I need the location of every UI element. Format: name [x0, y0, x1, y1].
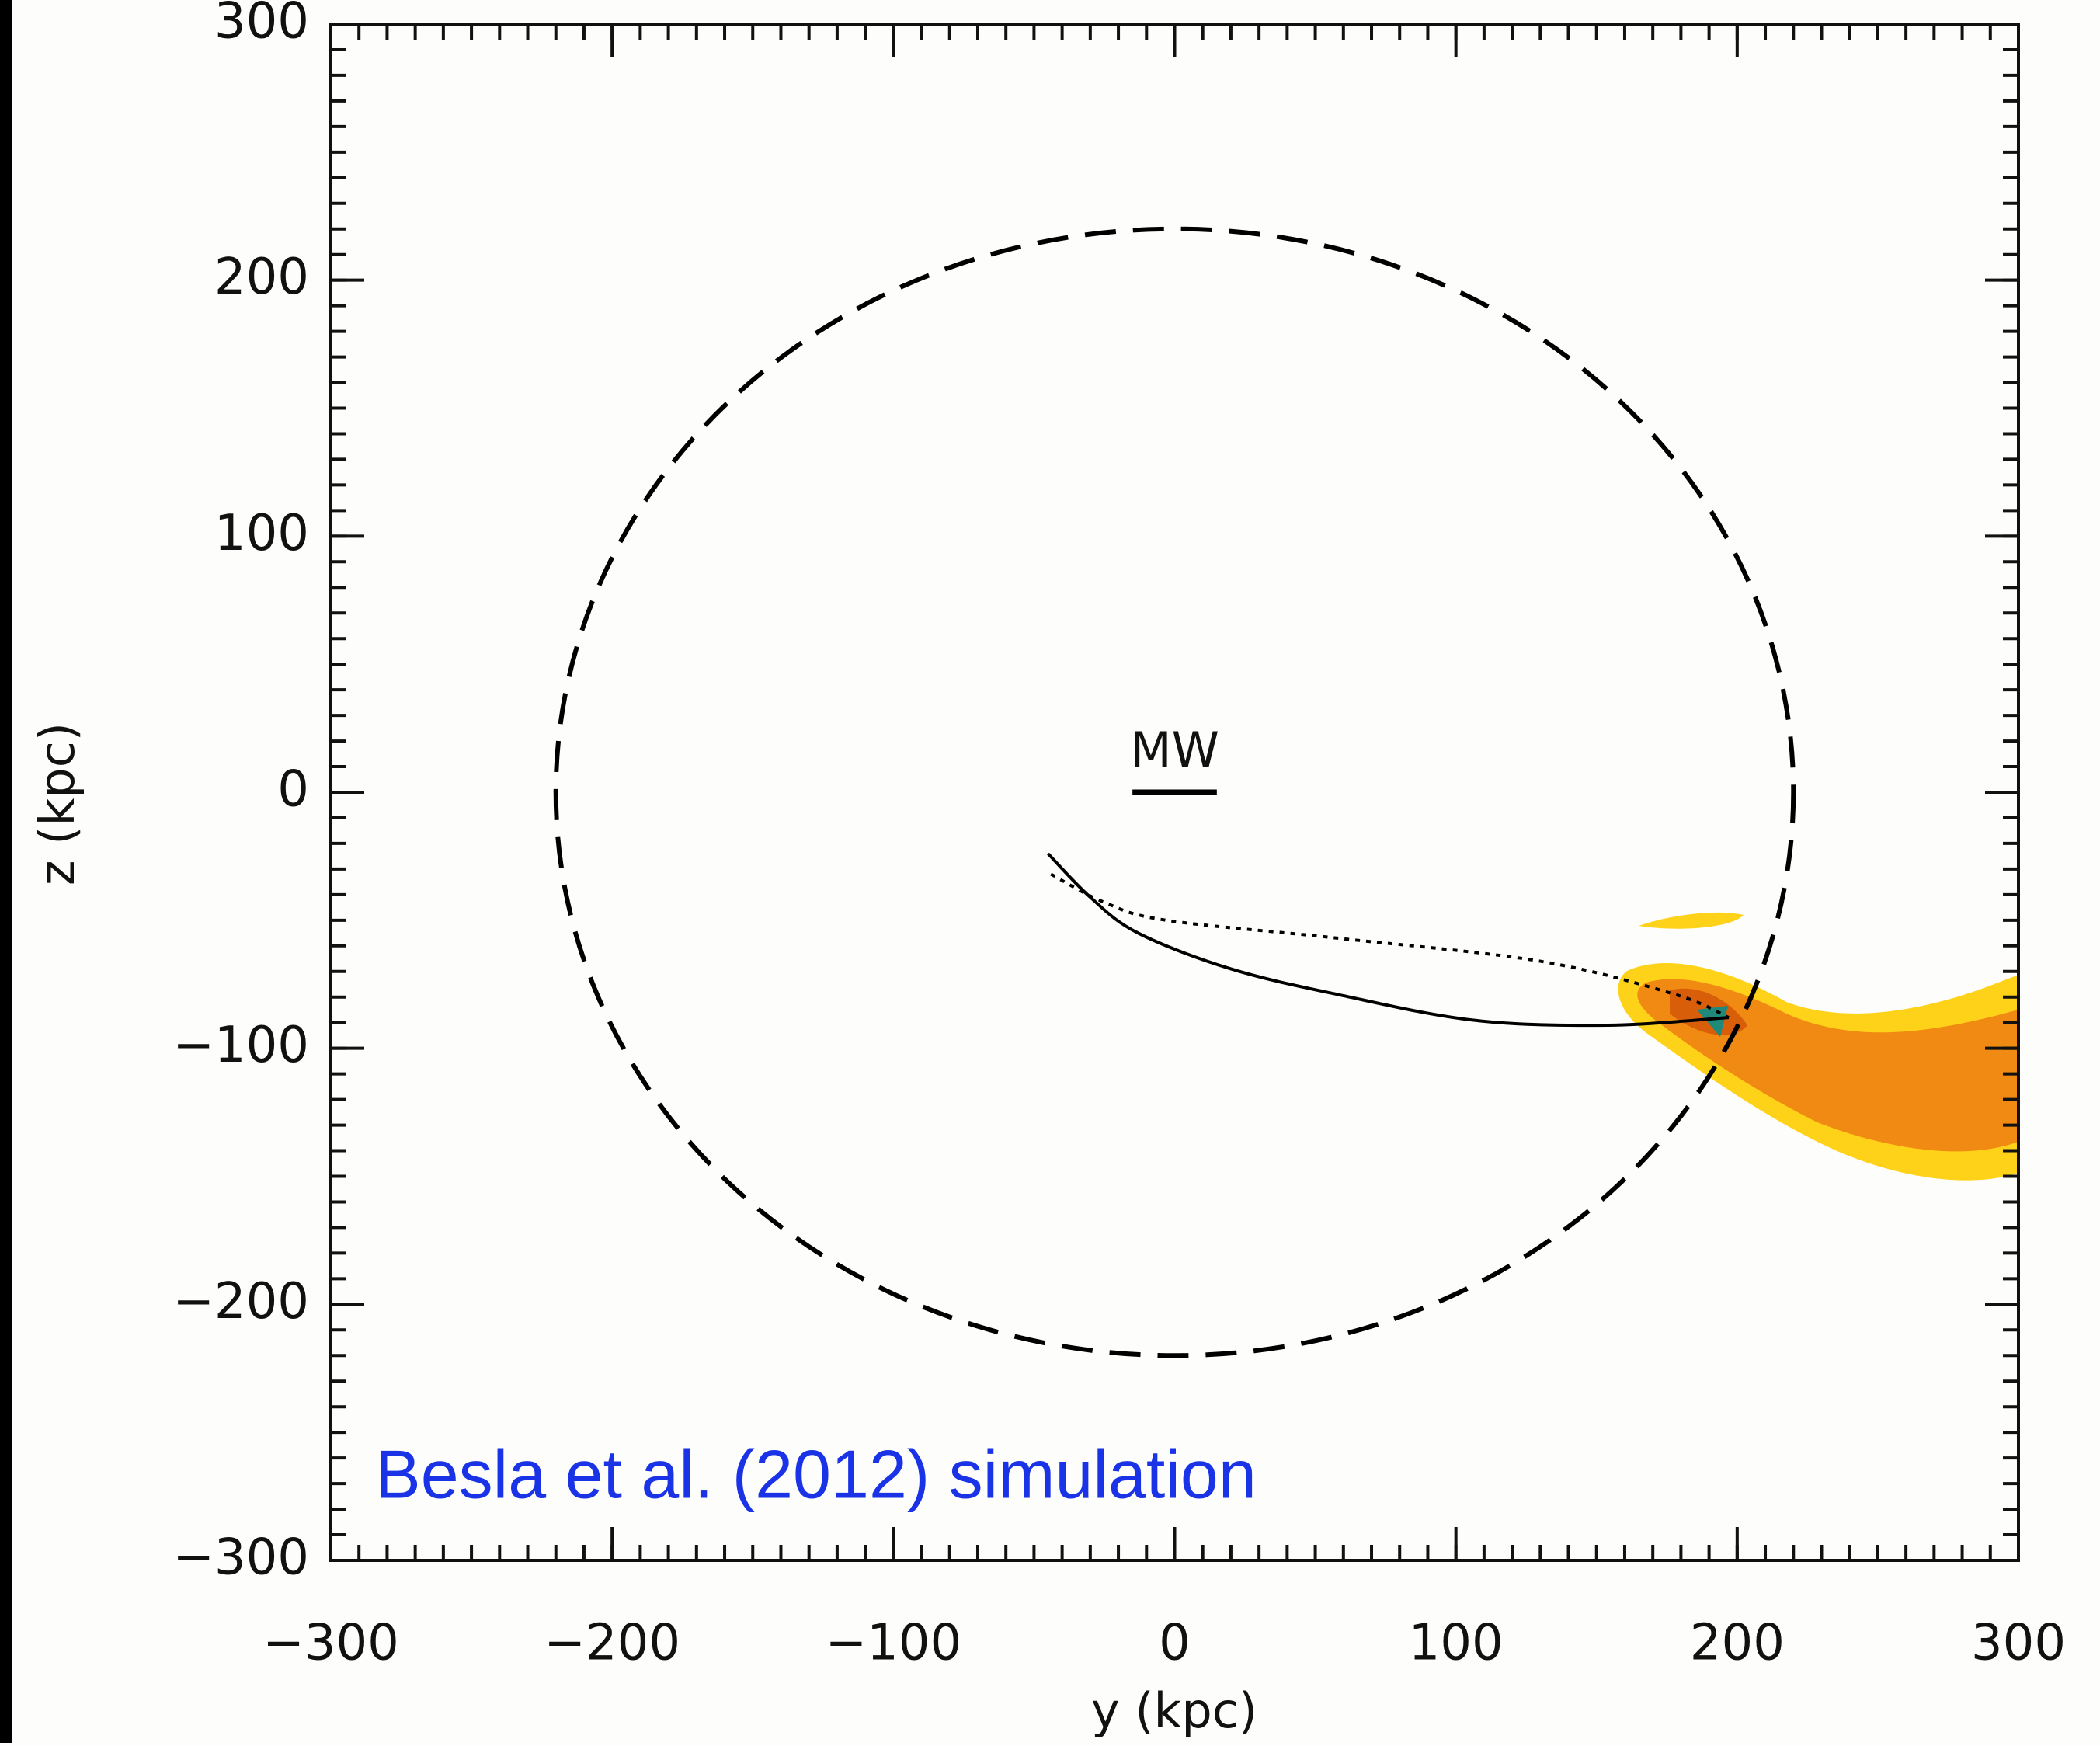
y-tick-label: −300	[172, 1529, 309, 1587]
y-tick-label: 300	[214, 0, 309, 50]
stream-arc	[1639, 913, 1744, 929]
y-tick-label: −200	[172, 1273, 309, 1330]
y-tick-label: 200	[214, 249, 309, 306]
page: {"chart_data": { "type": "line", "xlabel…	[0, 0, 2100, 1743]
x-tick-label: 300	[1971, 1615, 2066, 1672]
x-tick-label: −100	[825, 1615, 961, 1672]
legend-label: MW	[1130, 722, 1219, 778]
x-tick-label: 200	[1690, 1615, 1785, 1672]
x-tick-label: 0	[1159, 1615, 1191, 1672]
y-tick-label: 100	[214, 505, 309, 562]
x-tick-label: 100	[1409, 1615, 1504, 1672]
y-tick-label: 0	[277, 761, 309, 819]
y-axis-label: z (kpc)	[29, 722, 85, 885]
chart: y (kpc) z (kpc) Besla et al. (2012) simu…	[0, 0, 2100, 1743]
annotation: Besla et al. (2012) simulation	[375, 1435, 1257, 1512]
x-tick-label: −200	[544, 1615, 680, 1672]
stream	[1618, 913, 2018, 1181]
x-axis-label: y (kpc)	[1091, 1682, 1257, 1739]
edge	[0, 0, 12, 1743]
y-tick-label: −100	[172, 1017, 309, 1074]
x-tick-label: −300	[262, 1615, 399, 1672]
